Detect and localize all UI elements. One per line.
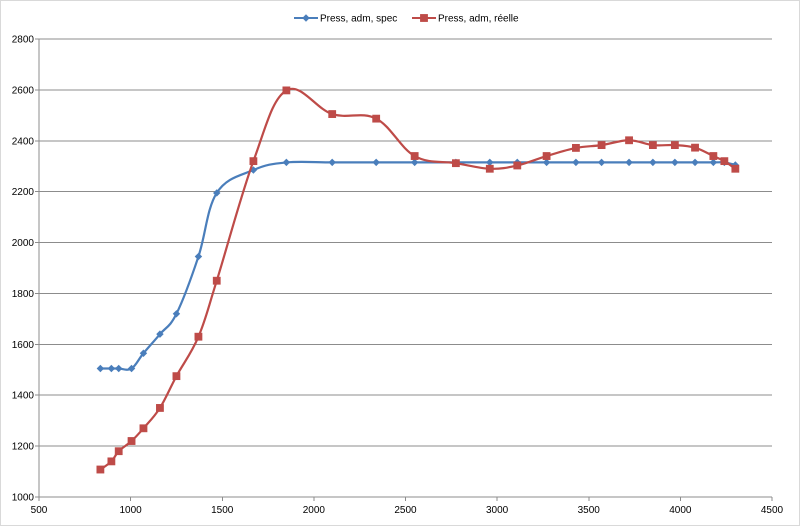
x-tick-label: 1000 [120, 505, 143, 516]
series-line [99, 87, 736, 471]
data-point [172, 372, 181, 381]
data-point [410, 152, 419, 160]
data-point [597, 158, 606, 167]
data-point [597, 141, 606, 150]
data-point [671, 158, 679, 167]
data-point [249, 157, 258, 166]
data-point [156, 330, 164, 338]
data-point [542, 152, 551, 160]
series-press-adm-spec [96, 158, 740, 373]
data-point [172, 310, 181, 318]
data-point [127, 437, 136, 445]
x-tick-label: 4500 [761, 505, 784, 516]
legend-item-spec: Press, adm, spec [294, 14, 397, 25]
data-point [649, 158, 657, 167]
series-press-adm-reelle [96, 86, 740, 474]
data-point [670, 141, 679, 150]
x-tick-label: 3500 [578, 505, 601, 516]
legend-marker-swatch [420, 14, 428, 22]
data-point [282, 86, 291, 95]
data-point [156, 404, 164, 412]
data-point [720, 157, 729, 166]
data-point [107, 364, 116, 373]
y-tick-label: 1200 [12, 442, 35, 453]
data-point [625, 136, 633, 145]
y-tick-label: 2200 [12, 187, 35, 198]
data-point [96, 364, 105, 373]
series-layer [96, 86, 740, 474]
data-point [486, 158, 494, 167]
data-point [194, 252, 203, 261]
data-point [328, 110, 337, 118]
legend-label: Press, adm, spec [320, 14, 397, 25]
data-point [485, 164, 494, 173]
data-point [451, 159, 460, 168]
x-tick-labels: 500 1000 1500 2000 2500 3000 3500 4000 4500 [31, 505, 784, 516]
data-point [328, 158, 336, 167]
y-tick-label: 1000 [12, 493, 35, 504]
legend-marker-swatch [302, 14, 310, 22]
data-point [691, 158, 699, 167]
y-tick-labels: 1000 1200 1400 1600 1800 2000 2200 2400 2600 2800 [12, 35, 35, 504]
axes [35, 38, 773, 501]
data-point [372, 114, 381, 123]
data-point [513, 161, 522, 170]
y-tick-label: 1600 [12, 340, 35, 351]
data-point [691, 143, 699, 152]
data-point [127, 364, 136, 373]
legend-label: Press, adm, réelle [438, 14, 519, 25]
x-tick-label: 3000 [486, 505, 509, 516]
data-point [572, 144, 580, 152]
data-point [709, 152, 718, 160]
legend-item-reelle: Press, adm, réelle [412, 14, 519, 25]
data-point [212, 276, 221, 285]
data-point [731, 164, 740, 173]
gridlines [39, 38, 772, 447]
data-point [410, 158, 419, 167]
y-tick-label: 1800 [12, 289, 35, 300]
data-point [107, 457, 116, 466]
y-tick-label: 2800 [12, 35, 35, 46]
x-tick-label: 2000 [303, 505, 326, 516]
data-point [114, 364, 123, 373]
data-point [572, 158, 580, 167]
data-point [372, 158, 380, 167]
data-point [709, 158, 718, 167]
x-tick-label: 500 [31, 505, 48, 516]
x-tick-label: 4000 [669, 505, 692, 516]
y-tick-label: 2000 [12, 238, 35, 249]
data-point [139, 349, 148, 357]
x-tick-label: 2500 [394, 505, 417, 516]
data-point [648, 141, 657, 150]
data-point [96, 465, 105, 474]
data-point [139, 424, 148, 433]
legend: Press, adm, spec Press, adm, réelle [294, 14, 519, 25]
x-tick-label: 1500 [211, 505, 234, 516]
data-point [194, 332, 203, 341]
data-point [625, 158, 633, 167]
y-tick-label: 1400 [12, 391, 35, 402]
data-point [114, 447, 123, 456]
y-tick-label: 2400 [12, 136, 35, 147]
y-tick-label: 2600 [12, 85, 35, 96]
data-point [282, 158, 291, 167]
data-point [542, 158, 551, 167]
data-point [213, 189, 221, 197]
